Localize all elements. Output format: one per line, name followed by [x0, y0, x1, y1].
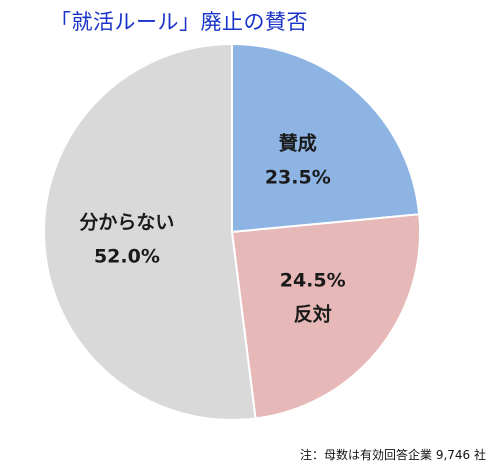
slice-name-label: 分からない — [79, 212, 174, 234]
slice-value-label: 24.5% — [280, 270, 346, 292]
pie-slice-2 — [230, 213, 421, 420]
slice-name-label: 賛成 — [279, 132, 317, 155]
slice-value-label: 52.0% — [94, 246, 160, 268]
pie-slice-3 — [43, 42, 257, 421]
pie-slice-1 — [231, 42, 421, 234]
pie-labels: 賛成 23.5% 24.5% 反対 分からない 52.0% — [79, 132, 345, 326]
slice-value-label: 23.5% — [265, 167, 331, 189]
pie-slices — [43, 42, 421, 421]
footnote: 注：母数は有効回答企業 9,746 社 — [300, 448, 486, 462]
slice-name-label: 反対 — [294, 303, 332, 326]
chart-title: 「就活ルール」廃止の賛否 — [50, 10, 308, 34]
